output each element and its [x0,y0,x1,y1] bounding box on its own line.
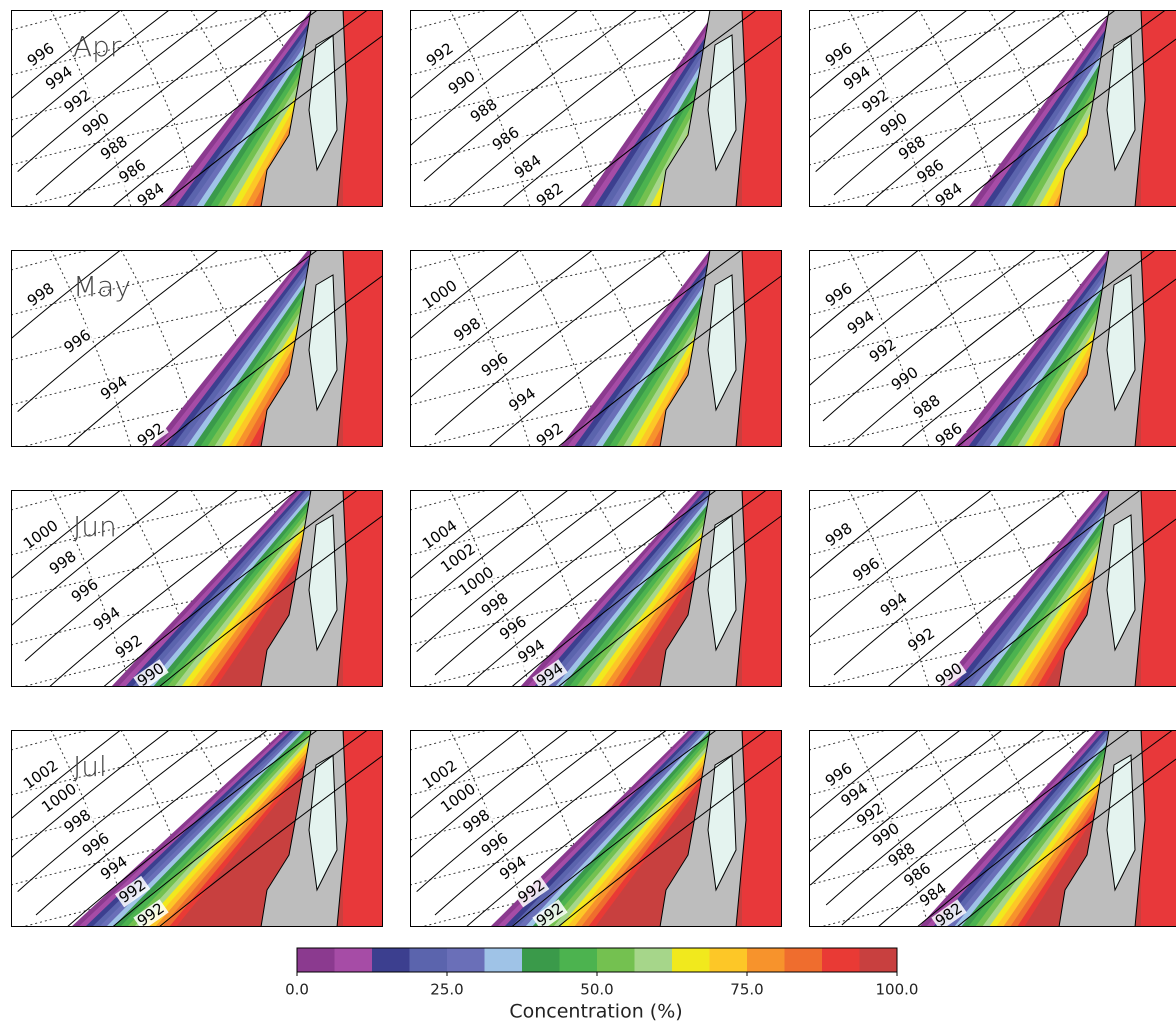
shelf-ice [1141,10,1176,207]
colorbar-swatch [672,948,710,972]
colorbar-tick-label: 100.0 [876,981,919,999]
colorbar-swatch [372,948,410,972]
colorbar-swatch [560,948,598,972]
colorbar-tick-label: 0.0 [285,981,309,999]
colorbar-swatch [410,948,448,972]
colorbar-swatch [635,948,673,972]
month-label: Apr [73,30,122,63]
colorbar-swatch [297,948,335,972]
colorbar-swatch [335,948,373,972]
colorbar-swatch [597,948,635,972]
month-label: Jun [73,510,117,543]
colorbar-swatch [747,948,785,972]
month-label: May [73,270,131,303]
colorbar-title: Concentration (%) [509,1001,682,1023]
colorbar-swatch [785,948,823,972]
colorbar-swatch [522,948,560,972]
colorbar-swatch [860,948,898,972]
month-label: Jul [73,750,107,783]
colorbar-tick-label: 25.0 [430,981,463,999]
colorbar-swatch [710,948,748,972]
shelf-ice [1141,730,1176,927]
colorbar-tick-label: 50.0 [580,981,613,999]
colorbar-swatch [447,948,485,972]
shelf-ice [1141,490,1176,687]
colorbar-swatch [822,948,860,972]
colorbar-tick-label: 75.0 [730,981,763,999]
shelf-ice [1141,250,1176,447]
colorbar-swatch [485,948,523,972]
